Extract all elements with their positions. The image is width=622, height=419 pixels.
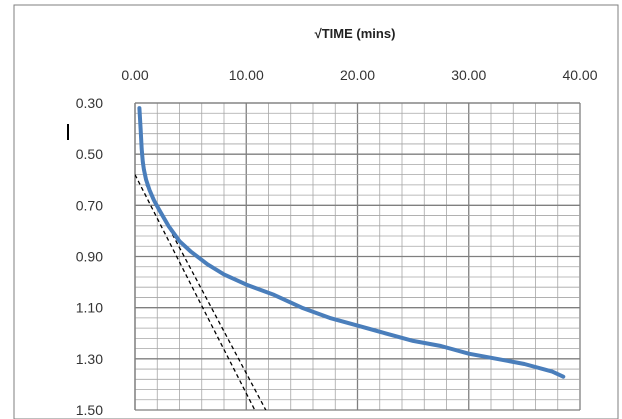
grid xyxy=(134,102,581,411)
y-tick-label: 1.30 xyxy=(76,351,103,367)
chart-frame xyxy=(13,4,619,419)
x-tick-label: 0.00 xyxy=(121,67,148,83)
y-tick-label: 1.50 xyxy=(76,402,103,418)
tangent-line-1 xyxy=(135,174,256,410)
x-tick-label: 20.00 xyxy=(340,67,375,83)
y-tick-label: 0.50 xyxy=(76,146,103,162)
y-tick-label: 0.30 xyxy=(76,95,103,111)
x-tick-label: 10.00 xyxy=(229,67,264,83)
x-tick-label: 40.00 xyxy=(562,67,597,83)
y-tick-label: 1.10 xyxy=(76,300,103,316)
tick-labels: 0.00 10.00 20.00 30.00 40.00 0.30 0.50 0.70 0.90… xyxy=(76,67,598,418)
chart-title: √TIME (mins) xyxy=(315,26,396,41)
y-axis-marker xyxy=(67,124,69,140)
y-tick-label: 0.70 xyxy=(76,197,103,213)
y-tick-label: 0.90 xyxy=(76,249,103,265)
series-group xyxy=(137,106,566,379)
axes xyxy=(134,102,580,410)
series-line-1 xyxy=(137,106,566,379)
x-tick-label: 30.00 xyxy=(451,67,486,83)
